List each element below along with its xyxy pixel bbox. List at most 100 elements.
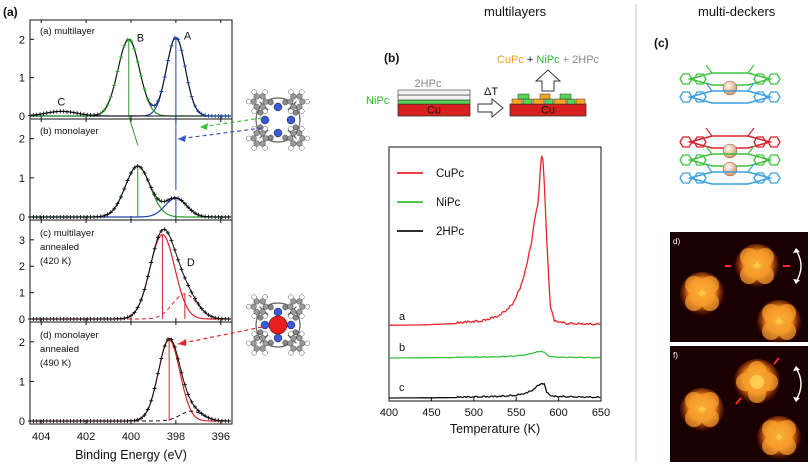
data-point <box>172 247 177 252</box>
subpanel-label-c: (c) multilayer <box>40 228 94 239</box>
data-point <box>219 215 224 219</box>
data-point <box>189 290 194 295</box>
deck-layer <box>679 163 781 185</box>
carbon-atom <box>259 345 266 352</box>
deck-benzo <box>767 91 781 103</box>
hydrogen-atom <box>288 294 294 300</box>
data-point <box>196 408 201 413</box>
ytick-label-d: 1 <box>19 376 25 388</box>
data-point <box>155 235 160 240</box>
data-point <box>196 301 201 306</box>
hydrogen-atom <box>262 126 268 132</box>
data-point <box>75 317 80 321</box>
hydrogen-atom <box>299 126 305 132</box>
xaxis-title: Temperature (K) <box>450 422 540 436</box>
metal-center-atom <box>268 315 288 335</box>
lanthanide-atom <box>722 161 738 177</box>
carbon-atom <box>296 103 303 110</box>
data-point <box>145 274 150 279</box>
data-point <box>209 314 214 319</box>
deck-substituent <box>747 163 755 173</box>
data-point <box>172 344 177 349</box>
product-nipc: NiPc <box>536 54 560 66</box>
ring-carbon-atom <box>257 329 264 336</box>
deck-substituent <box>705 82 713 92</box>
carbon-atom <box>290 130 297 137</box>
data-point <box>88 215 93 219</box>
data-point <box>186 283 191 288</box>
data-point <box>129 39 133 43</box>
deck-layer <box>679 64 781 86</box>
data-point <box>176 356 181 361</box>
data-point <box>28 215 32 219</box>
data-point <box>41 111 46 116</box>
hydrogen-atom <box>304 303 311 310</box>
ring-carbon-atom <box>282 99 289 106</box>
carbon-atom <box>259 308 266 315</box>
nitrogen-atom <box>286 320 296 330</box>
data-point <box>98 214 103 219</box>
data-point <box>28 419 32 423</box>
data-point <box>48 215 53 219</box>
data-markers-b <box>28 164 231 219</box>
stm-image-f: f) <box>670 346 808 462</box>
component-peak <box>30 197 231 218</box>
data-point <box>44 215 49 219</box>
carbon-atom <box>253 335 260 342</box>
data-point <box>58 317 63 321</box>
ring-carbon-atom <box>257 109 264 116</box>
hydrogen-atom <box>299 350 305 356</box>
data-point <box>102 213 107 218</box>
carbon-atom <box>290 140 297 147</box>
data-point <box>193 211 197 216</box>
peak-label-D: D <box>187 257 195 269</box>
data-point <box>108 317 113 321</box>
xps-chart: 0 1 2 A B C (a) multilayer 0 1 2 (b) monolayer 0 1 2 3… <box>19 19 233 462</box>
deck-substituent <box>747 145 755 155</box>
data-point <box>108 210 113 215</box>
carbon-atom <box>262 98 269 105</box>
data-point <box>139 416 144 421</box>
data-point <box>71 110 76 115</box>
data-point <box>226 317 231 321</box>
data-point <box>81 112 86 117</box>
hydrogen-atom <box>288 313 294 319</box>
peak-label-B: B <box>137 32 144 44</box>
data-point <box>105 419 110 423</box>
nitrogen-atom <box>273 128 283 138</box>
carbon-atom <box>287 135 294 142</box>
data-point <box>98 419 103 423</box>
data-point <box>78 317 83 321</box>
ring-carbon-atom <box>292 109 299 116</box>
data-point <box>34 112 39 117</box>
data-point <box>118 55 123 60</box>
ring-carbon-atom <box>257 124 264 131</box>
data-point <box>142 170 147 175</box>
data-point <box>169 196 174 201</box>
shift-connector-green <box>128 115 139 146</box>
data-point <box>162 199 167 204</box>
carbon-atom <box>299 303 306 310</box>
ring-carbon-atom <box>282 339 289 346</box>
data-point <box>199 411 204 416</box>
carbon-atom <box>250 98 257 105</box>
carbon-atom <box>287 340 294 347</box>
series-line-NiPc <box>389 350 601 359</box>
data-point <box>132 165 137 170</box>
hydrogen-atom <box>288 126 294 132</box>
data-point <box>129 171 133 176</box>
subpanel-label-b: (b) monolayer <box>40 126 99 137</box>
data-point <box>152 192 157 197</box>
carbon-atom <box>259 103 266 110</box>
product-plus-1: + <box>524 54 537 66</box>
stm-molecule-bottom-2 <box>757 416 801 460</box>
data-point <box>78 111 83 116</box>
xtick-label: 404 <box>32 431 50 443</box>
ring-carbon-atom <box>267 99 274 106</box>
data-point <box>48 419 53 423</box>
data-point <box>68 419 73 423</box>
data-point <box>176 37 181 42</box>
legend-label-2HPc: 2HPc <box>436 226 464 238</box>
hydrogen-atom <box>299 331 305 337</box>
data-point <box>125 419 130 423</box>
